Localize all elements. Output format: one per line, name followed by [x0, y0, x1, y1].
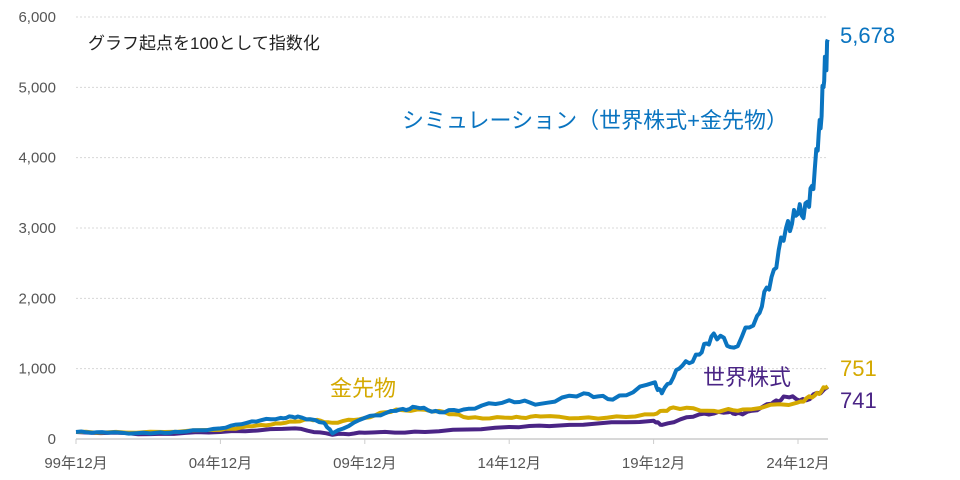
x-tick-label: 09年12月	[333, 455, 396, 472]
end-value-gold: 751	[840, 356, 877, 381]
series-label-world-stocks: 世界株式	[703, 365, 791, 390]
end-value-simulation: 5,678	[840, 23, 895, 48]
y-tick-label: 1,000	[18, 361, 56, 378]
y-tick-label: 0	[48, 431, 56, 448]
x-tick-label: 14年12月	[478, 455, 541, 472]
y-tick-label: 2,000	[18, 290, 56, 307]
y-axis: 0 1,000 2,000 3,000 4,000 5,000 6,000	[18, 9, 56, 448]
x-tick-label: 19年12月	[622, 455, 685, 472]
end-value-world-stocks: 741	[840, 388, 877, 413]
series-lines	[75, 38, 830, 437]
series-line-world-stocks	[75, 385, 829, 437]
series-line-simulation	[75, 38, 830, 436]
y-tick-label: 5,000	[18, 79, 56, 96]
index-note: グラフ起点を100として指数化	[88, 34, 320, 53]
x-tick-label: 24年12月	[766, 455, 829, 472]
series-label-simulation: シミュレーション（世界株式+金先物）	[402, 108, 788, 133]
grid-lines	[76, 16, 828, 370]
series-label-gold: 金先物	[330, 376, 396, 401]
y-tick-label: 3,000	[18, 220, 56, 237]
x-tick-label: 99年12月	[44, 455, 107, 472]
y-tick-label: 6,000	[18, 9, 56, 26]
series-line-gold	[75, 384, 829, 435]
y-tick-label: 4,000	[18, 150, 56, 167]
x-axis: 99年12月 04年12月 09年12月 14年12月 19年12月 24年12月	[44, 438, 830, 472]
x-tick-label: 04年12月	[189, 455, 252, 472]
